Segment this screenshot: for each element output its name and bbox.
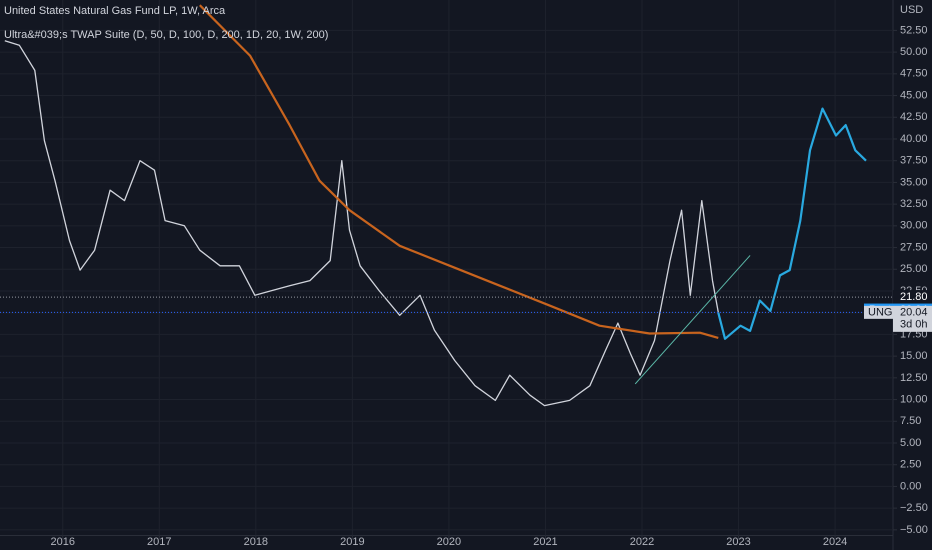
x-tick-label: 2018 [244,536,268,548]
y-tick-label: −5.00 [900,524,928,536]
y-tick-label: 50.00 [900,46,928,58]
symbol-tag [864,305,893,319]
last-label: 20.04 [900,306,928,318]
price-tag [893,290,932,305]
x-tick-label: 2024 [823,536,847,548]
y-tick-label: 27.50 [900,241,928,253]
x-tick-label: 2023 [726,536,750,548]
series-line [199,4,719,339]
y-tick-label: 42.50 [900,111,928,123]
symbol-name: UNG [868,306,892,318]
y-tick-label: 47.50 [900,68,928,80]
y-tick-label: 37.50 [900,155,928,167]
y-tick-label: 52.50 [900,24,928,36]
last-tag [893,305,932,332]
y-tick-label: 45.00 [900,89,928,101]
y-tick-label: 0.00 [900,480,921,492]
grid [0,0,893,536]
y-tick-label: 5.00 [900,437,921,449]
y-tick-label: 25.00 [900,263,928,275]
y-tick-label: 40.00 [900,133,928,145]
plot [0,4,893,407]
y-tick-label: 7.50 [900,415,921,427]
y-tick-label: 2.50 [900,459,921,471]
currency-label: USD [900,4,923,16]
x-tick-label: 2021 [533,536,557,548]
x-tick-label: 2019 [340,536,364,548]
x-tick-label: 2017 [147,536,171,548]
y-tick-label: 10.00 [900,393,928,405]
x-tick-label: 2016 [51,536,75,548]
y-tick-label: 15.00 [900,350,928,362]
y-tick-label: 12.50 [900,372,928,384]
series-line [717,107,867,340]
x-tick-label: 2020 [437,536,461,548]
y-tick-label: 32.50 [900,198,928,210]
chart-title: United States Natural Gas Fund LP, 1W, A… [4,5,226,17]
indicator-name: Ultra&#039;s TWAP Suite (D, 50, D, 100, … [4,29,328,41]
countdown: 3d 0h [900,318,928,330]
price-tag-label: 21.80 [900,291,928,303]
y-tick-label: 30.00 [900,220,928,232]
series-line [4,40,719,407]
x-tick-label: 2022 [630,536,654,548]
y-tick-label: 35.00 [900,176,928,188]
trendline [634,255,751,385]
y-tick-label: −2.50 [900,502,928,514]
